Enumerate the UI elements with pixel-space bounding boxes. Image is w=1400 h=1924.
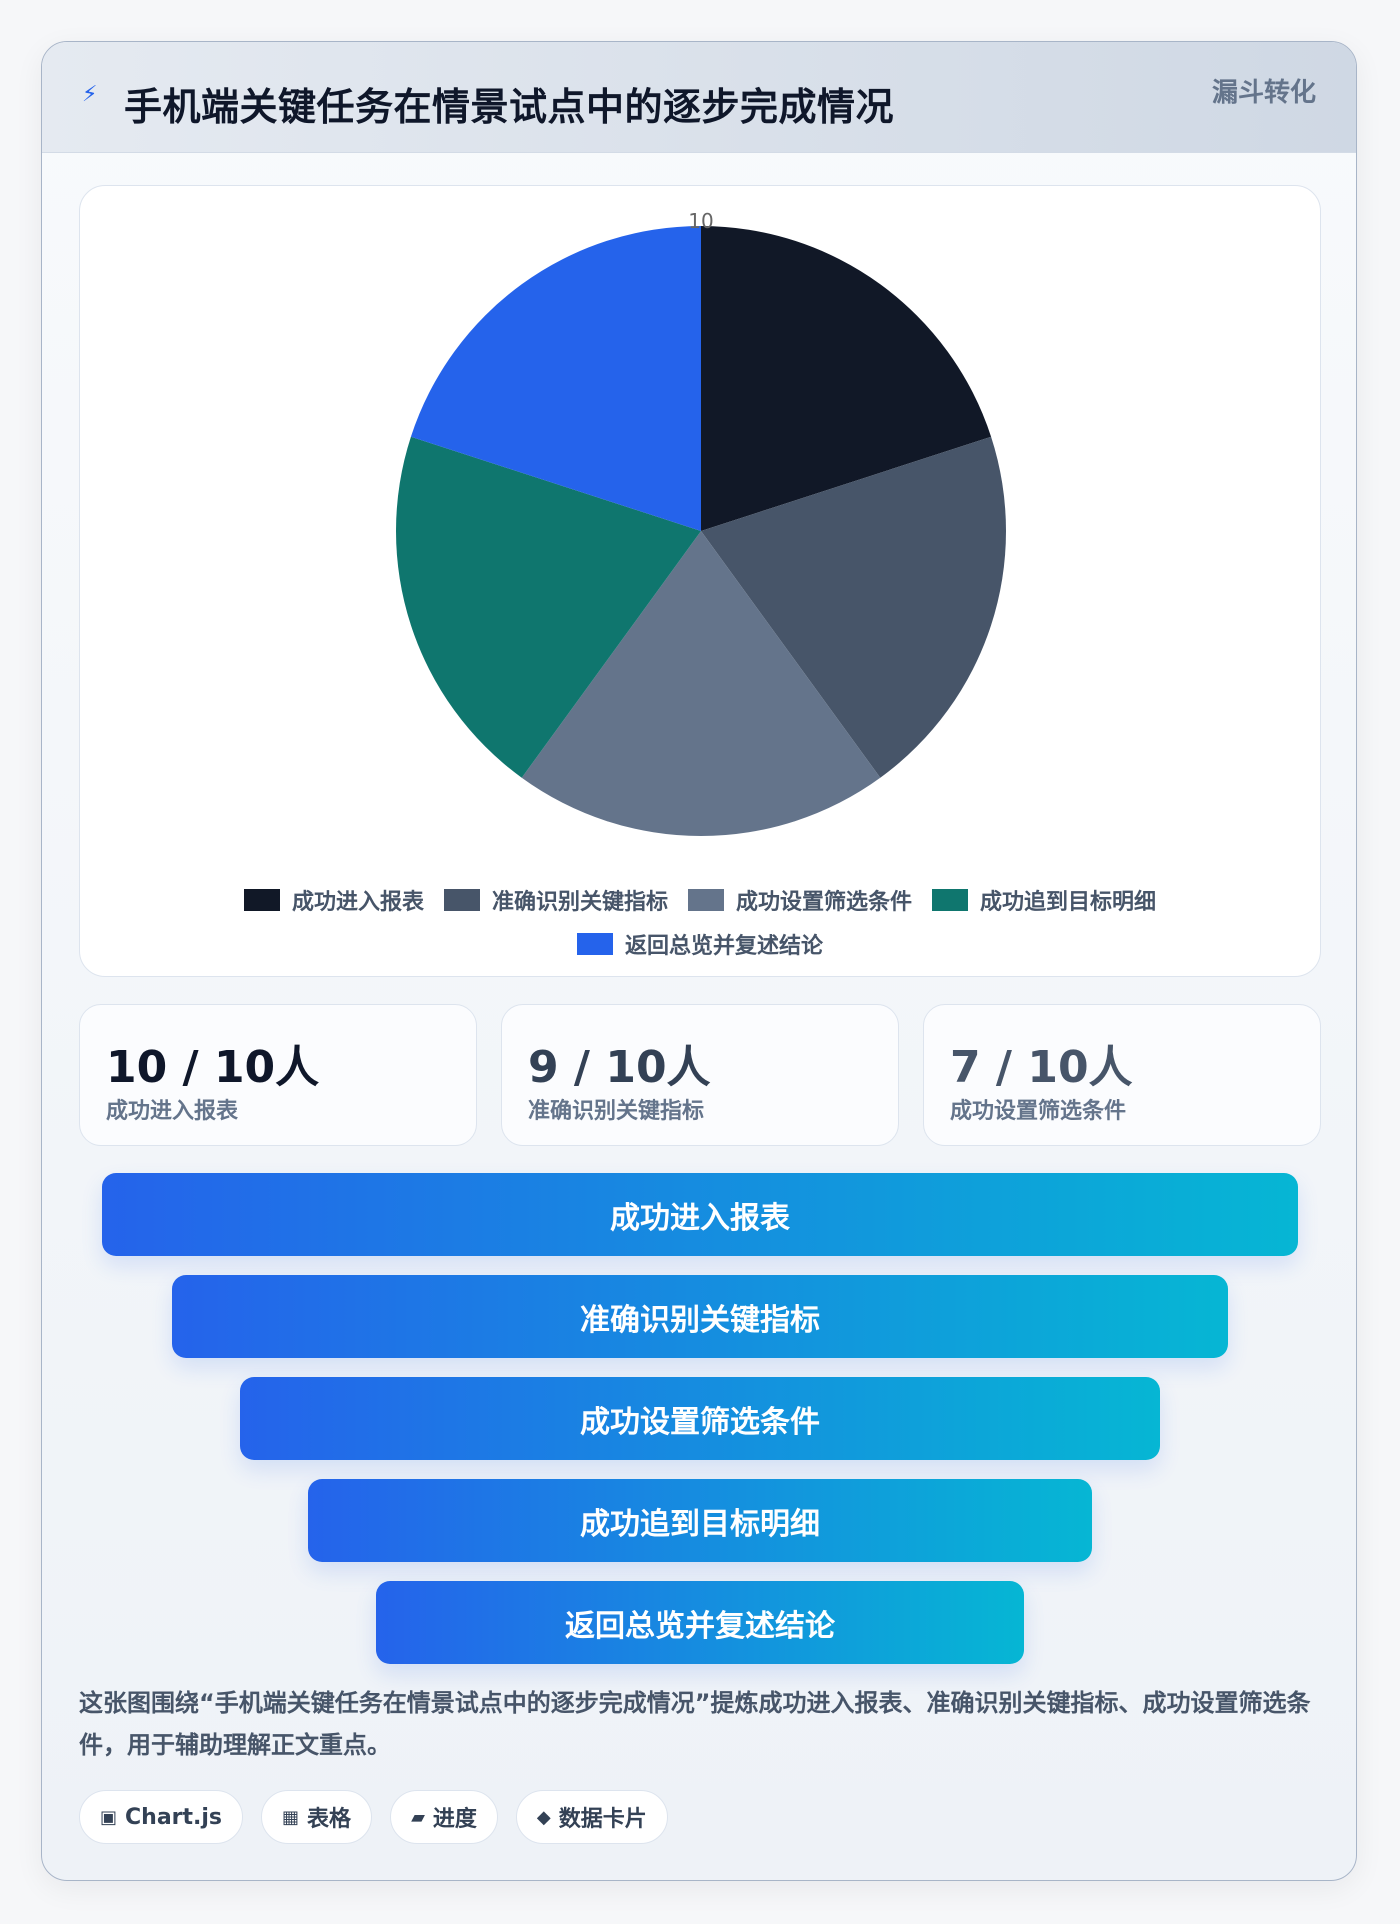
diamond-icon: ◆ — [536, 1806, 551, 1828]
stat-value: 7 / 10人 — [950, 1042, 1133, 1093]
table-icon: ▦ — [282, 1806, 300, 1828]
chip-data-card[interactable]: ◆ 数据卡片 — [515, 1790, 668, 1844]
funnel-step: 成功追到目标明细 — [308, 1479, 1092, 1562]
stat-label: 成功设置筛选条件 — [950, 1099, 1127, 1124]
chip-table[interactable]: ▦ 表格 — [261, 1790, 373, 1844]
stat-label: 成功进入报表 — [106, 1099, 239, 1124]
stat-card: 10 / 10人 成功进入报表 — [79, 1004, 477, 1146]
chart-legend: 成功进入报表 准确识别关键指标 成功设置筛选条件 成功追到目标明细返回总览并复述结论 — [80, 886, 1320, 959]
legend-item[interactable]: 成功追到目标明细 — [932, 886, 1157, 915]
legend-swatch — [443, 889, 480, 911]
legend-swatch — [576, 933, 613, 955]
stat-value: 9 / 10人 — [528, 1042, 711, 1093]
legend-item[interactable]: 成功设置筛选条件 — [688, 886, 913, 915]
bolt-icon: ⚡ — [82, 82, 98, 107]
pie-slice-4[interactable] — [396, 436, 701, 778]
stat-value: 10 / 10人 — [106, 1042, 320, 1093]
funnel-step: 成功进入报表 — [102, 1173, 1298, 1256]
card-header: ⚡ 手机端关键任务在情景试点中的逐步完成情况 漏斗转化 — [42, 42, 1356, 153]
pie-slice-3[interactable] — [521, 531, 881, 837]
page-title: 手机端关键任务在情景试点中的逐步完成情况 — [124, 85, 895, 129]
pie-slice-2[interactable] — [701, 436, 1007, 778]
pie-chart: 10 — [396, 209, 1007, 837]
header-tag: 漏斗转化 — [1211, 78, 1316, 108]
chip-label: Chart.js — [125, 1804, 223, 1830]
chip-label: 进度 — [432, 1807, 477, 1832]
funnel-step: 返回总览并复述结论 — [376, 1581, 1024, 1664]
data-label-top: 10 — [688, 209, 713, 233]
summary-text: 这张图围绕“手机端关键任务在情景试点中的逐步完成情况”提炼成功进入报表、准确识别… — [79, 1689, 1311, 1759]
stat-label: 准确识别关键指标 — [528, 1099, 705, 1124]
legend-swatch — [932, 889, 969, 911]
stat-cards: 10 / 10人 成功进入报表 9 / 10人 准确识别关键指标 7 / 10人… — [79, 1004, 1321, 1146]
funnel-step: 准确识别关键指标 — [172, 1275, 1228, 1358]
tag-chips: ▣ Chart.js ▦ 表格 ▰ 进度 ◆ 数据卡片 — [79, 1790, 668, 1844]
chip-chartjs[interactable]: ▣ Chart.js — [79, 1790, 244, 1844]
funnel-step: 成功设置筛选条件 — [240, 1377, 1160, 1460]
chart-panel: 10 成功进入报表 准确识别关键指标 成功设置筛选条件 成功追到目标明细返回总览并复述… — [79, 185, 1321, 977]
legend-label: 成功设置筛选条件 — [736, 890, 913, 915]
legend-label: 返回总览并复述结论 — [624, 934, 823, 959]
chart-icon: ▣ — [100, 1806, 118, 1828]
stat-card: 9 / 10人 准确识别关键指标 — [501, 1004, 899, 1146]
progress-icon: ▰ — [411, 1806, 425, 1828]
chip-label: 数据卡片 — [558, 1807, 647, 1832]
legend-label: 成功追到目标明细 — [980, 890, 1157, 915]
legend-item[interactable]: 返回总览并复述结论 — [576, 930, 823, 959]
pie-slice-1[interactable] — [701, 226, 992, 531]
report-card: ⚡ 手机端关键任务在情景试点中的逐步完成情况 漏斗转化 10 成功进入报表 准确识… — [41, 41, 1357, 1881]
legend-swatch — [688, 889, 724, 911]
legend-item[interactable]: 成功进入报表 — [243, 886, 424, 915]
legend-label: 成功进入报表 — [291, 890, 424, 915]
chip-progress[interactable]: ▰ 进度 — [390, 1790, 498, 1844]
legend-label: 准确识别关键指标 — [491, 890, 668, 915]
legend-item[interactable]: 准确识别关键指标 — [443, 886, 668, 915]
chip-label: 表格 — [307, 1807, 352, 1832]
legend-swatch — [243, 889, 280, 911]
stat-card: 7 / 10人 成功设置筛选条件 — [923, 1004, 1321, 1146]
pie-slice-5[interactable] — [410, 226, 701, 531]
